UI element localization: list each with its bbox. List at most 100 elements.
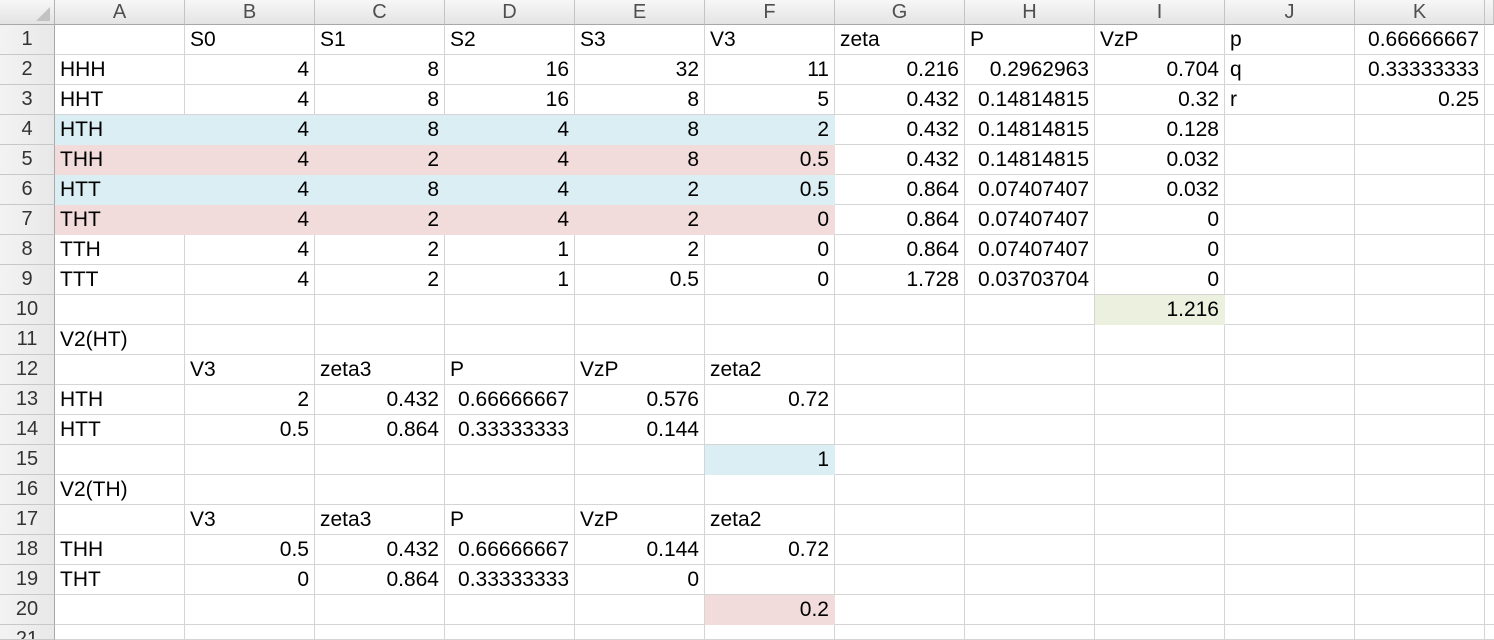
cell-C12[interactable]: zeta3 bbox=[315, 355, 445, 385]
cell-G16[interactable] bbox=[835, 475, 965, 505]
cell-partial-column-row-6[interactable] bbox=[1485, 175, 1494, 205]
cell-E8[interactable]: 2 bbox=[575, 235, 705, 265]
row-header-17[interactable]: 17 bbox=[0, 505, 55, 535]
cell-B21[interactable] bbox=[185, 625, 315, 640]
cell-D10[interactable] bbox=[445, 295, 575, 325]
column-header-D[interactable]: D bbox=[445, 0, 575, 25]
cell-F18[interactable]: 0.72 bbox=[705, 535, 835, 565]
cell-F3[interactable]: 5 bbox=[705, 85, 835, 115]
cell-partial-column-row-10[interactable] bbox=[1485, 295, 1494, 325]
column-header-A[interactable]: A bbox=[55, 0, 185, 25]
cell-J4[interactable] bbox=[1225, 115, 1355, 145]
cell-J6[interactable] bbox=[1225, 175, 1355, 205]
cell-B3[interactable]: 4 bbox=[185, 85, 315, 115]
cell-I10[interactable]: 1.216 bbox=[1095, 295, 1225, 325]
column-header-C[interactable]: C bbox=[315, 0, 445, 25]
cell-J18[interactable] bbox=[1225, 535, 1355, 565]
cell-K16[interactable] bbox=[1355, 475, 1485, 505]
cell-E16[interactable] bbox=[575, 475, 705, 505]
cell-K13[interactable] bbox=[1355, 385, 1485, 415]
cell-I15[interactable] bbox=[1095, 445, 1225, 475]
cell-E3[interactable]: 8 bbox=[575, 85, 705, 115]
cell-G19[interactable] bbox=[835, 565, 965, 595]
cell-I12[interactable] bbox=[1095, 355, 1225, 385]
cell-F6[interactable]: 0.5 bbox=[705, 175, 835, 205]
cell-K7[interactable] bbox=[1355, 205, 1485, 235]
cell-H2[interactable]: 0.2962963 bbox=[965, 55, 1095, 85]
cell-G14[interactable] bbox=[835, 415, 965, 445]
cell-J19[interactable] bbox=[1225, 565, 1355, 595]
cell-A10[interactable] bbox=[55, 295, 185, 325]
cell-C13[interactable]: 0.432 bbox=[315, 385, 445, 415]
row-header-8[interactable]: 8 bbox=[0, 235, 55, 265]
cell-H20[interactable] bbox=[965, 595, 1095, 625]
cell-H11[interactable] bbox=[965, 325, 1095, 355]
cell-A11[interactable]: V2(HT) bbox=[55, 325, 185, 355]
cell-F21[interactable] bbox=[705, 625, 835, 640]
cell-B1[interactable]: S0 bbox=[185, 25, 315, 55]
row-header-14[interactable]: 14 bbox=[0, 415, 55, 445]
cell-A4[interactable]: HTH bbox=[55, 115, 185, 145]
row-header-10[interactable]: 10 bbox=[0, 295, 55, 325]
cell-J5[interactable] bbox=[1225, 145, 1355, 175]
cell-D14[interactable]: 0.33333333 bbox=[445, 415, 575, 445]
row-header-5[interactable]: 5 bbox=[0, 145, 55, 175]
cell-G5[interactable]: 0.432 bbox=[835, 145, 965, 175]
cell-J20[interactable] bbox=[1225, 595, 1355, 625]
cell-F5[interactable]: 0.5 bbox=[705, 145, 835, 175]
cell-A6[interactable]: HTT bbox=[55, 175, 185, 205]
cell-F4[interactable]: 2 bbox=[705, 115, 835, 145]
cell-K1[interactable]: 0.66666667 bbox=[1355, 25, 1485, 55]
cell-partial-column-row-8[interactable] bbox=[1485, 235, 1494, 265]
cell-H16[interactable] bbox=[965, 475, 1095, 505]
cell-I3[interactable]: 0.32 bbox=[1095, 85, 1225, 115]
cell-K21[interactable] bbox=[1355, 625, 1485, 640]
cell-E2[interactable]: 32 bbox=[575, 55, 705, 85]
cell-F16[interactable] bbox=[705, 475, 835, 505]
cell-C19[interactable]: 0.864 bbox=[315, 565, 445, 595]
cell-F12[interactable]: zeta2 bbox=[705, 355, 835, 385]
column-header-partial[interactable] bbox=[1485, 0, 1494, 25]
cell-J17[interactable] bbox=[1225, 505, 1355, 535]
cell-partial-column-row-15[interactable] bbox=[1485, 445, 1494, 475]
cell-A8[interactable]: TTH bbox=[55, 235, 185, 265]
cell-C5[interactable]: 2 bbox=[315, 145, 445, 175]
cell-D12[interactable]: P bbox=[445, 355, 575, 385]
cell-D18[interactable]: 0.66666667 bbox=[445, 535, 575, 565]
cell-K17[interactable] bbox=[1355, 505, 1485, 535]
cell-K2[interactable]: 0.33333333 bbox=[1355, 55, 1485, 85]
cell-E6[interactable]: 2 bbox=[575, 175, 705, 205]
row-header-12[interactable]: 12 bbox=[0, 355, 55, 385]
cell-F7[interactable]: 0 bbox=[705, 205, 835, 235]
column-header-J[interactable]: J bbox=[1225, 0, 1355, 25]
cell-C16[interactable] bbox=[315, 475, 445, 505]
cell-partial-column-row-16[interactable] bbox=[1485, 475, 1494, 505]
cell-C18[interactable]: 0.432 bbox=[315, 535, 445, 565]
row-header-18[interactable]: 18 bbox=[0, 535, 55, 565]
cell-D16[interactable] bbox=[445, 475, 575, 505]
row-header-9[interactable]: 9 bbox=[0, 265, 55, 295]
cell-I19[interactable] bbox=[1095, 565, 1225, 595]
cell-C7[interactable]: 2 bbox=[315, 205, 445, 235]
cell-partial-column-row-3[interactable] bbox=[1485, 85, 1494, 115]
cell-H5[interactable]: 0.14814815 bbox=[965, 145, 1095, 175]
cell-D20[interactable] bbox=[445, 595, 575, 625]
cell-C9[interactable]: 2 bbox=[315, 265, 445, 295]
cell-K8[interactable] bbox=[1355, 235, 1485, 265]
cell-I8[interactable]: 0 bbox=[1095, 235, 1225, 265]
cell-B10[interactable] bbox=[185, 295, 315, 325]
cell-partial-column-row-21[interactable] bbox=[1485, 625, 1494, 640]
cell-K15[interactable] bbox=[1355, 445, 1485, 475]
cell-B15[interactable] bbox=[185, 445, 315, 475]
cell-F11[interactable] bbox=[705, 325, 835, 355]
cell-G20[interactable] bbox=[835, 595, 965, 625]
cell-D8[interactable]: 1 bbox=[445, 235, 575, 265]
cell-I9[interactable]: 0 bbox=[1095, 265, 1225, 295]
cell-E21[interactable] bbox=[575, 625, 705, 640]
cell-H1[interactable]: P bbox=[965, 25, 1095, 55]
cell-F10[interactable] bbox=[705, 295, 835, 325]
cell-I18[interactable] bbox=[1095, 535, 1225, 565]
cell-J16[interactable] bbox=[1225, 475, 1355, 505]
cell-K9[interactable] bbox=[1355, 265, 1485, 295]
cell-E19[interactable]: 0 bbox=[575, 565, 705, 595]
